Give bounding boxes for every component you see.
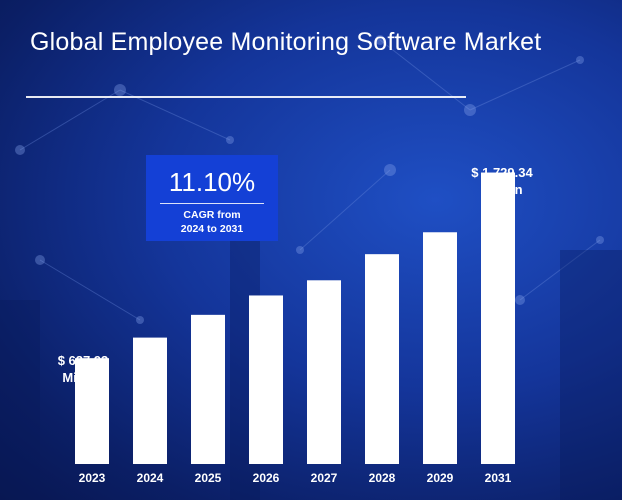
bar-2024 — [133, 337, 167, 464]
cagr-divider — [160, 203, 264, 204]
bar-2027 — [307, 280, 341, 464]
x-tick-label-2023: 2023 — [79, 471, 106, 485]
x-tick-label-2025: 2025 — [195, 471, 222, 485]
bar-2029 — [423, 232, 457, 464]
x-tick-label-2026: 2026 — [253, 471, 280, 485]
title-underline — [26, 96, 466, 98]
bar-2023 — [75, 358, 109, 464]
x-tick-label-2027: 2027 — [311, 471, 338, 485]
cagr-label: CAGR from 2024 to 2031 — [180, 209, 244, 235]
end-value-text: $ 1,729.34 Million — [471, 165, 533, 197]
x-tick-label-2029: 2029 — [427, 471, 454, 485]
cagr-value: 11.10% — [168, 167, 256, 197]
start-value-label: $ 627.93 Million — [38, 352, 128, 386]
bar-2025 — [191, 314, 225, 464]
start-value-text: $ 627.93 Million — [57, 353, 109, 385]
x-tick-label-2028: 2028 — [369, 471, 396, 485]
x-tick-label-2031: 2031 — [485, 471, 512, 485]
cagr-callout: 11.10% CAGR from 2024 to 2031 — [146, 155, 278, 241]
x-tick-label-2024: 2024 — [137, 471, 164, 485]
chart-title: Global Employee Monitoring Software Mark… — [30, 28, 542, 56]
bar-2026 — [249, 295, 283, 464]
bar-2028 — [365, 254, 399, 464]
bar-2031 — [481, 172, 515, 464]
end-value-label: $ 1,729.34 Million — [452, 164, 552, 198]
